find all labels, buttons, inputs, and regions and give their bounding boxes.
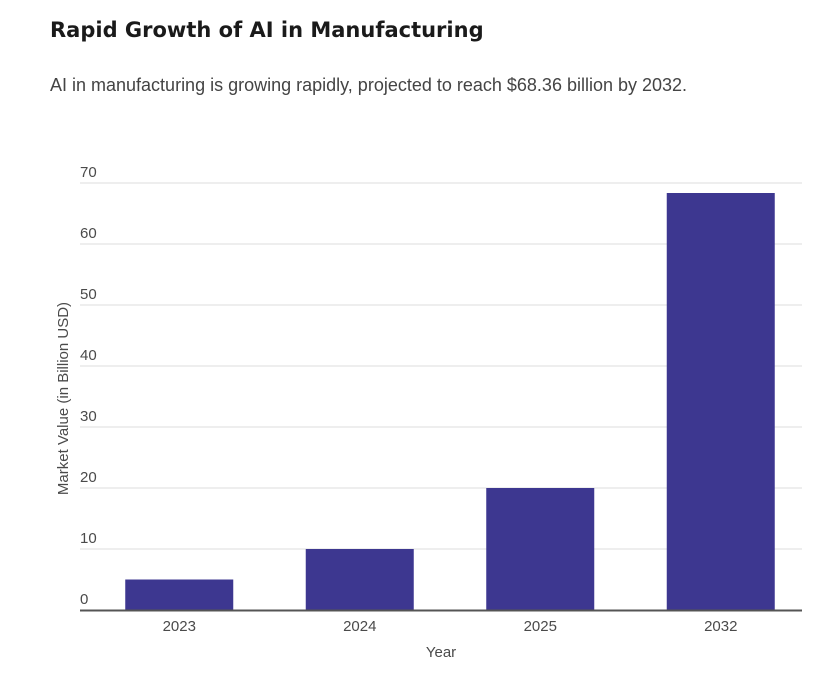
x-tick-label-2023: 2023	[163, 618, 196, 635]
y-tick-label-70: 70	[80, 164, 97, 181]
x-axis-title: Year	[426, 644, 456, 661]
bar-2032	[666, 193, 775, 610]
y-tick-label-10: 10	[80, 530, 97, 547]
y-tick-label-30: 30	[80, 408, 97, 425]
bars	[125, 193, 775, 610]
x-tick-label-2025: 2025	[524, 618, 557, 635]
bar-2023	[125, 579, 234, 610]
y-tick-label-0: 0	[80, 591, 88, 608]
y-axis-ticks: 0 10 20 30 40 50 60 70	[80, 164, 97, 608]
bar-2024	[305, 549, 414, 610]
x-tick-label-2032: 2032	[704, 618, 737, 635]
y-tick-label-20: 20	[80, 469, 97, 486]
y-tick-label-60: 60	[80, 225, 97, 242]
bar-2025	[486, 488, 595, 610]
x-axis-ticks: 2023 2024 2025 2032	[163, 618, 738, 635]
x-tick-label-2024: 2024	[343, 618, 376, 635]
y-tick-label-50: 50	[80, 286, 97, 303]
y-tick-label-40: 40	[80, 347, 97, 364]
chart-subtitle: AI in manufacturing is growing rapidly, …	[50, 75, 688, 95]
y-axis-title: Market Value (in Billion USD)	[55, 302, 72, 495]
chart-title: Rapid Growth of AI in Manufacturing	[50, 18, 484, 42]
